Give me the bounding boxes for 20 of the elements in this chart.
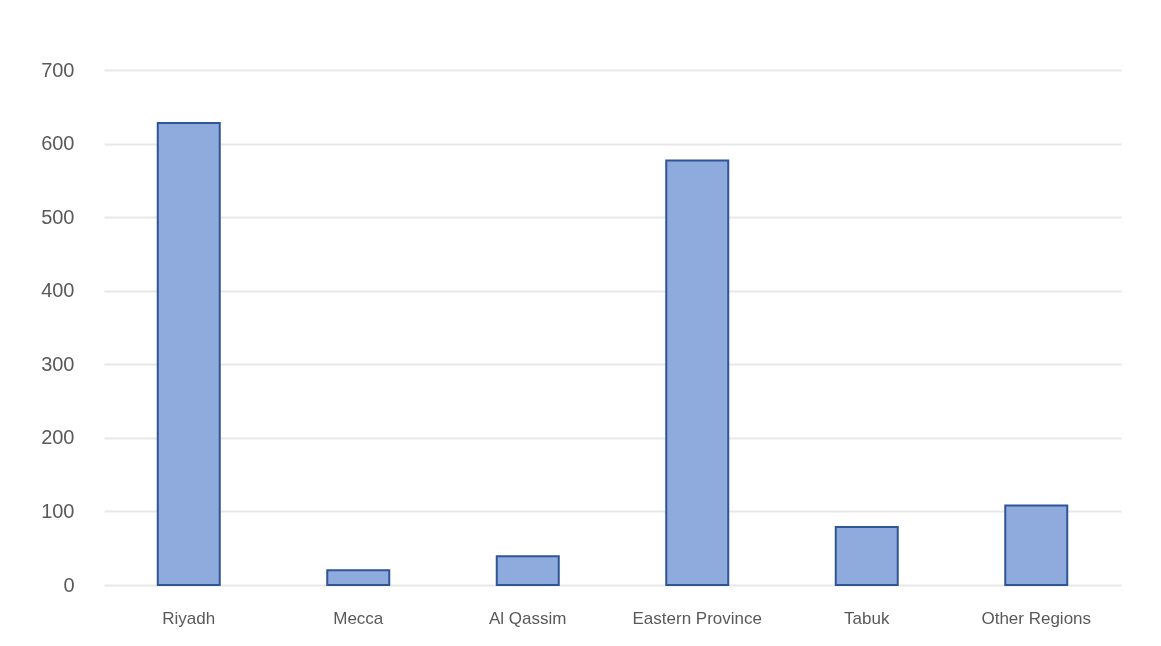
y-tick-label: 600	[41, 132, 75, 155]
bar	[156, 121, 221, 586]
bar	[834, 525, 899, 586]
y-tick-label: 0	[63, 573, 75, 596]
y-tick-label: 200	[41, 426, 75, 449]
x-tick-label: Tabuk	[844, 608, 890, 628]
x-tick-label: Al Qassim	[489, 608, 567, 628]
bar	[495, 555, 560, 586]
bar	[1004, 504, 1069, 586]
y-tick-label: 500	[41, 205, 75, 228]
y-tick-label: 700	[41, 58, 75, 81]
bar	[326, 569, 391, 586]
y-tick-label: 100	[41, 499, 75, 522]
y-tick-label: 300	[41, 352, 75, 375]
x-tick-label: Other Regions	[981, 608, 1092, 628]
bar	[665, 159, 730, 586]
x-tick-label: Eastern Province	[632, 608, 762, 628]
y-tick-label: 400	[41, 279, 75, 302]
x-tick-label: Mecca	[333, 608, 384, 628]
x-tick-label: Riyadh	[162, 608, 216, 628]
